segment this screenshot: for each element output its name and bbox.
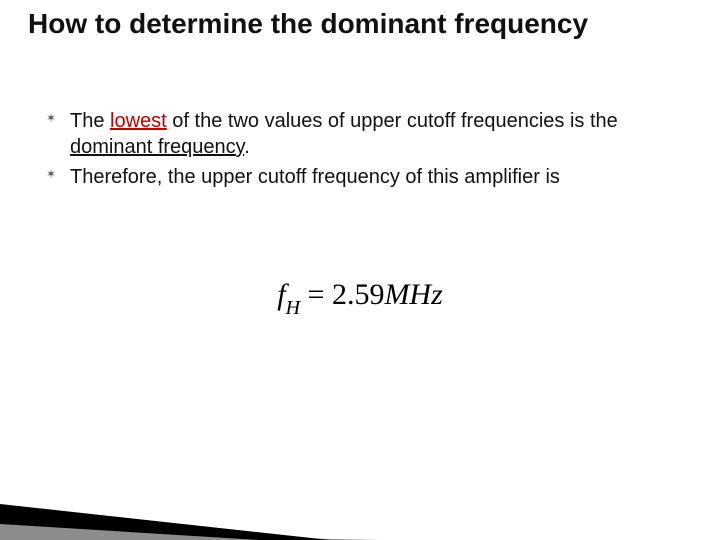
bullet-text-mid: of the two values of upper cutoff freque… (167, 110, 618, 132)
equation-value: 2.59 (332, 278, 385, 311)
bullet-text: Therefore, the upper cutoff frequency of… (70, 166, 560, 188)
equation-eq: = (300, 278, 332, 311)
bullet-text-suffix: . (244, 136, 250, 158)
corner-decor-icon (0, 460, 380, 540)
equation-subscript: H (286, 297, 300, 319)
bullet-item: Therefore, the upper cutoff frequency of… (40, 164, 660, 190)
bullet-list: The lowest of the two values of upper cu… (40, 108, 660, 190)
slide-body: The lowest of the two values of upper cu… (40, 108, 660, 194)
slide-title: How to determine the dominant frequency (28, 8, 660, 40)
bullet-text-highlight: lowest (110, 110, 167, 132)
equation-unit: MHz (384, 278, 442, 311)
equation-symbol: f (277, 278, 285, 311)
bullet-text-prefix: The (70, 110, 110, 132)
slide: How to determine the dominant frequency … (0, 0, 720, 540)
equation: fH = 2.59MHz (0, 278, 720, 317)
bullet-item: The lowest of the two values of upper cu… (40, 108, 660, 160)
bullet-text-emph: dominant frequency (70, 136, 244, 158)
